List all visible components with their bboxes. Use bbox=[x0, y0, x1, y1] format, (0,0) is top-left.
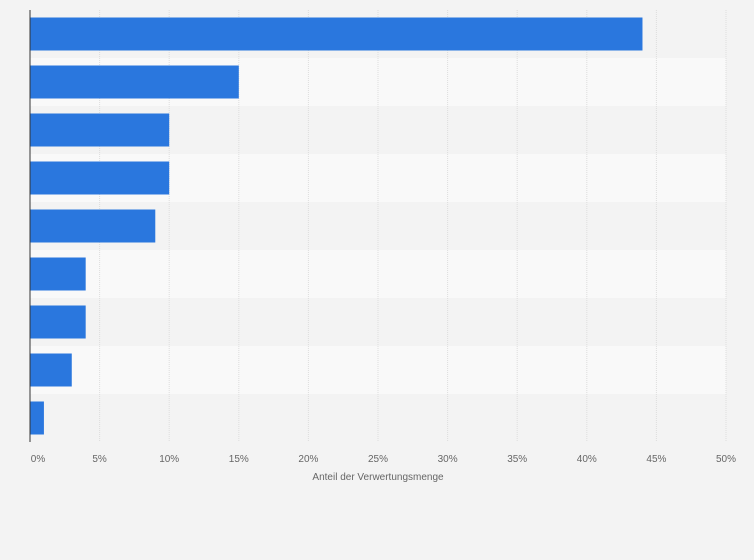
x-tick-label: 45% bbox=[646, 454, 666, 465]
bar[interactable] bbox=[30, 65, 239, 99]
x-tick-label: 10% bbox=[159, 454, 179, 465]
bar[interactable] bbox=[30, 161, 170, 195]
x-tick-labels: 0% 5% 10% 15% 20% 25% 30% 35% 40% 45% 50% bbox=[31, 454, 736, 465]
bars bbox=[30, 17, 643, 435]
x-tick-label: 5% bbox=[92, 454, 107, 465]
bar[interactable] bbox=[30, 305, 86, 339]
x-tick-label: 15% bbox=[229, 454, 249, 465]
x-tick-label: 50% bbox=[716, 454, 736, 465]
x-tick-label: 40% bbox=[577, 454, 597, 465]
bar[interactable] bbox=[30, 401, 44, 435]
x-tick-label: 35% bbox=[507, 454, 527, 465]
bar[interactable] bbox=[30, 17, 643, 51]
x-tick-label: 20% bbox=[298, 454, 318, 465]
bar[interactable] bbox=[30, 209, 156, 243]
bar[interactable] bbox=[30, 257, 86, 291]
gridlines bbox=[99, 10, 727, 442]
x-axis-title: Anteil der Verwertungsmenge bbox=[312, 472, 444, 483]
bar[interactable] bbox=[30, 353, 72, 387]
x-tick-label: 25% bbox=[368, 454, 388, 465]
x-tick-label: 0% bbox=[31, 454, 46, 465]
x-tick-label: 30% bbox=[438, 454, 458, 465]
bar[interactable] bbox=[30, 113, 170, 147]
